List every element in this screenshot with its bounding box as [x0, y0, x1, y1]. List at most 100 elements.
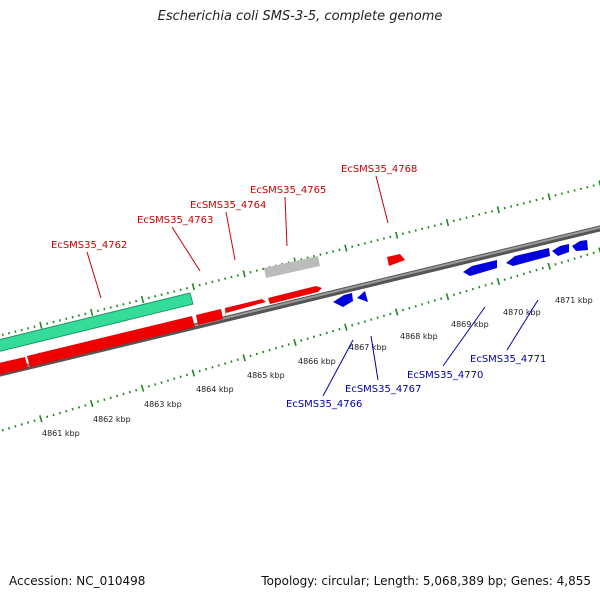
minor-tick: [103, 398, 106, 401]
label-leader: [375, 175, 389, 224]
minor-tick: [421, 303, 424, 306]
minor-tick: [459, 218, 462, 221]
gene-label-4767[interactable]: EcSMS35_4767: [345, 384, 421, 395]
major-tick: [445, 218, 450, 227]
gene-forward-4768[interactable]: [387, 254, 405, 266]
gene-label-4764[interactable]: EcSMS35_4764: [190, 200, 266, 211]
major-tick: [140, 295, 145, 304]
minor-tick: [204, 282, 208, 285]
minor-tick: [268, 348, 271, 352]
gene-reverse-4770[interactable]: [506, 248, 550, 266]
minor-tick: [116, 304, 119, 308]
minor-tick: [357, 243, 360, 247]
minor-tick: [332, 329, 335, 333]
gene-label-4765[interactable]: EcSMS35_4765: [250, 185, 326, 196]
minor-tick: [440, 297, 443, 300]
minor-tick: [84, 312, 87, 316]
gene-forward-4761[interactable]: [0, 357, 28, 376]
minor-tick: [52, 413, 55, 417]
gene-forward-4762[interactable]: [27, 316, 195, 367]
minor-tick: [535, 268, 538, 272]
minor-tick: [236, 274, 239, 277]
minor-tick: [452, 293, 455, 297]
minor-tick: [198, 283, 201, 287]
minor-tick: [224, 362, 227, 365]
minor-tick: [211, 280, 214, 284]
major-tick: [496, 277, 501, 286]
minor-tick: [351, 324, 354, 327]
minor-tick: [312, 335, 316, 339]
minor-tick: [414, 304, 417, 308]
gene-forward-4763[interactable]: [196, 309, 223, 325]
minor-tick: [401, 308, 405, 312]
minor-tick: [27, 327, 30, 330]
scale-label: 4861 kbp: [42, 429, 80, 438]
rrna-feature[interactable]: [0, 292, 194, 353]
minor-tick: [401, 232, 405, 235]
minor-tick: [274, 346, 278, 350]
minor-tick: [281, 345, 284, 348]
label-leader: [225, 211, 236, 261]
minor-tick: [179, 375, 182, 379]
reverse-gene-labels: EcSMS35_4766 EcSMS35_4767 EcSMS35_4770 E…: [286, 299, 546, 410]
minor-tick: [433, 224, 436, 227]
major-tick: [242, 354, 246, 362]
minor-tick: [249, 354, 252, 358]
gene-forward-4764[interactable]: [225, 299, 266, 318]
minor-tick: [154, 383, 157, 386]
gene-forward-4765[interactable]: [268, 286, 322, 304]
label-leader: [284, 196, 288, 247]
minor-tick: [363, 242, 366, 245]
scale-label: 4870 kbp: [503, 308, 541, 317]
gene-reverse-4771[interactable]: [552, 244, 569, 256]
gene-label-4763[interactable]: EcSMS35_4763: [137, 215, 213, 226]
gene-label-4762[interactable]: EcSMS35_4762: [51, 240, 127, 251]
minor-tick: [541, 197, 544, 200]
minor-tick: [332, 250, 335, 253]
label-leader: [370, 335, 379, 381]
minor-tick: [147, 385, 150, 388]
gene-reverse-4772[interactable]: [572, 240, 588, 251]
other-feature[interactable]: [264, 256, 320, 278]
gene-reverse-4767[interactable]: [357, 291, 368, 302]
minor-tick: [230, 360, 233, 363]
minor-tick: [217, 278, 220, 282]
major-tick: [90, 308, 94, 316]
minor-tick: [579, 187, 582, 191]
scale-label: 4871 kbp: [555, 296, 593, 305]
minor-tick: [255, 352, 258, 356]
minor-tick: [230, 275, 233, 279]
major-tick: [242, 270, 246, 278]
gene-label-4768[interactable]: EcSMS35_4768: [341, 164, 417, 175]
minor-tick: [14, 425, 17, 428]
major-tick: [344, 244, 348, 252]
major-tick: [293, 338, 297, 347]
minor-tick: [427, 301, 430, 304]
gene-reverse-4766[interactable]: [333, 293, 353, 307]
major-tick: [395, 231, 399, 239]
gene-label-4771[interactable]: EcSMS35_4771: [470, 354, 546, 365]
minor-tick: [109, 396, 112, 400]
genome-summary-text: Topology: circular; Length: 5,068,389 bp…: [261, 574, 591, 588]
minor-tick: [217, 364, 220, 367]
minor-tick: [389, 235, 392, 239]
minor-tick: [77, 314, 81, 317]
minor-tick: [7, 426, 11, 430]
gene-label-4770[interactable]: EcSMS35_4770: [407, 370, 483, 381]
gene-label-4766[interactable]: EcSMS35_4766: [286, 399, 362, 410]
accession-text: Accession: NC_010498: [9, 574, 146, 588]
minor-tick: [96, 400, 100, 403]
minor-tick: [376, 316, 379, 320]
minor-tick: [185, 287, 189, 290]
minor-tick: [236, 358, 239, 361]
minor-tick: [262, 350, 265, 354]
label-leader: [506, 299, 539, 351]
minor-tick: [211, 365, 214, 369]
minor-tick: [516, 274, 519, 278]
minor-tick: [433, 299, 436, 302]
minor-tick: [560, 192, 563, 195]
major-tick: [140, 384, 145, 392]
gene-reverse-4769[interactable]: [463, 260, 497, 276]
minor-tick: [567, 190, 570, 194]
